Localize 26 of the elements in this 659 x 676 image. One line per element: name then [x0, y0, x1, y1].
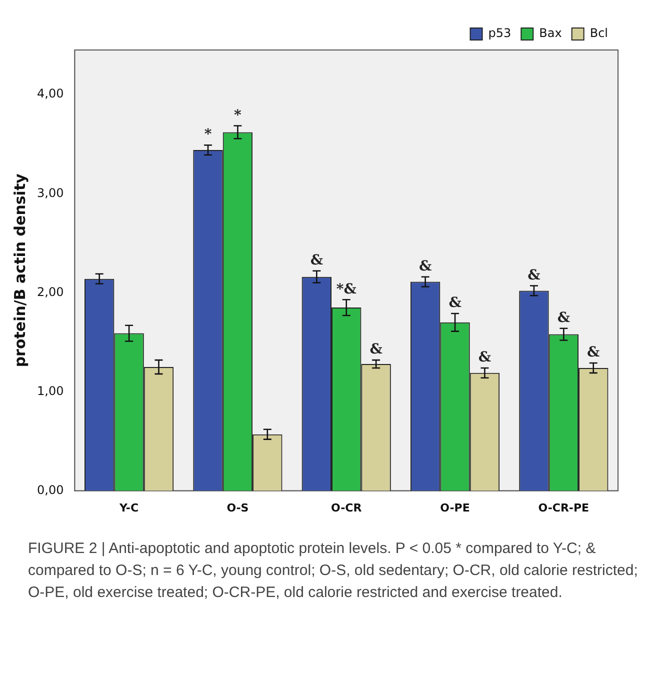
- y-tick-label: 3,00: [37, 186, 64, 200]
- x-tick-label: O-PE: [440, 501, 470, 514]
- data-label: &: [528, 267, 541, 284]
- y-axis-title: protein/B actin density: [10, 173, 29, 368]
- caption: FIGURE 2 | Anti-apoptotic and apoptotic protein levels. P < 0.05 * compared to Y-C; & compared to O-S; n = 6 Y-C, young control; O-S, old sedentary; O-CR, old calorie restricted; O-PE, old exercise treated; O-CR-PE, old calorie restricted and exercise treated.: [28, 539, 638, 603]
- data-label: &: [310, 252, 324, 269]
- x-tick-label: O-CR-PE: [538, 501, 590, 514]
- data-label: *: [234, 107, 242, 124]
- data-label: &: [587, 344, 600, 361]
- data-label: &: [448, 295, 462, 312]
- data-label: &: [557, 310, 570, 326]
- x-tick-label: Y-C: [118, 501, 139, 514]
- data-label: &: [478, 350, 492, 366]
- legend-label: p53: [488, 26, 512, 40]
- data-label: *: [204, 126, 212, 143]
- data-label: *&: [336, 281, 357, 298]
- legend-label: Bcl: [590, 26, 608, 40]
- y-tick-label: 4,00: [37, 86, 64, 101]
- y-tick-label: 0,00: [37, 482, 64, 497]
- legend-label: Bax: [539, 26, 562, 40]
- y-tick-label: 2,00: [37, 284, 64, 299]
- x-tick-label: O-S: [226, 501, 249, 514]
- data-label: &: [418, 258, 432, 274]
- x-tick-label: O-CR: [331, 501, 362, 514]
- data-label: &: [370, 342, 383, 358]
- y-tick-label: 1,00: [37, 384, 64, 398]
